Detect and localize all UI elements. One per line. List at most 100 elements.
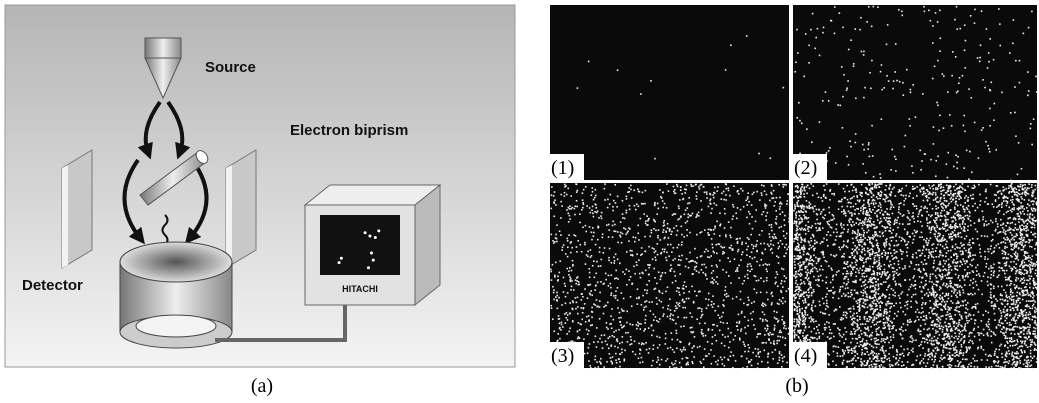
electron-dot [865,343,867,345]
electron-dot [740,259,742,261]
electron-dot [658,359,660,361]
electron-dot [1012,341,1014,343]
electron-dot [822,269,824,271]
electron-dot [863,207,865,209]
electron-dot [733,185,735,187]
electron-dot [961,338,963,340]
electron-dot [761,194,763,196]
electron-dot [613,262,615,264]
electron-dot [870,218,872,220]
electron-dot [910,89,912,91]
electron-dot [866,368,868,370]
electron-dot [813,291,815,293]
electron-dot [846,273,848,275]
electron-dot [862,323,864,325]
electron-dot [626,322,628,324]
electron-dot [1030,356,1032,358]
electron-dot [932,288,934,290]
electron-dot [814,240,816,242]
electron-dot [806,193,808,195]
electron-dot [781,301,783,303]
electron-dot [755,276,757,278]
electron-dot [756,250,758,252]
electron-dot [795,249,797,251]
electron-dot [841,199,843,201]
electron-dot [857,253,859,255]
electron-dot [706,278,708,280]
electron-dot [617,341,619,343]
electron-dot [758,352,760,354]
electron-dot [577,190,579,192]
electron-dot [613,331,615,333]
electron-dot [902,268,904,270]
electron-dot [925,339,927,341]
electron-dot [956,92,958,94]
electron-dot [937,188,939,190]
electron-dot [811,305,813,307]
electron-dot [968,178,970,180]
electron-dot [589,272,591,274]
electron-dot [569,302,571,304]
electron-dot [651,229,653,231]
electron-dot [638,239,640,241]
electron-dot [985,366,987,368]
electron-dot [867,221,869,223]
detector-window [136,315,216,337]
electron-dot [825,308,827,310]
electron-dot [934,297,936,299]
electron-dot [1024,341,1026,343]
electron-dot [585,321,587,323]
electron-dot [651,335,653,337]
electron-dot [906,185,908,187]
electron-dot [1036,219,1038,221]
electron-dot [1004,306,1006,308]
electron-dot [876,226,878,228]
electron-dot [765,219,767,221]
electron-dot [883,217,885,219]
electron-dot [681,244,683,246]
electron-dot [572,341,574,343]
electron-dot [905,195,907,197]
electron-dot [627,232,629,234]
electron-dot [752,228,754,230]
electron-dot [866,296,868,298]
screen-dot [374,236,377,239]
electron-dot [708,353,710,355]
electron-dot [729,195,731,197]
electron-dot [705,298,707,300]
electron-dot [815,320,817,322]
electron-dot [961,344,963,346]
electron-dot [676,332,678,334]
electron-dot [739,321,741,323]
electron-dot [850,316,852,318]
electron-dot [665,291,667,293]
electron-dot [955,184,957,186]
electron-dot [767,299,769,301]
electron-dot [766,330,768,332]
electron-dot [967,229,969,231]
electron-dot [652,360,654,362]
electron-dot [656,297,658,299]
electron-dot [949,352,951,354]
electron-dot [633,236,635,238]
electron-dot [951,201,953,203]
electron-dot [649,348,651,350]
electron-dot [1022,321,1024,323]
electron-dot [678,205,680,207]
electron-dot [568,331,570,333]
electron-dot [879,269,881,271]
electron-dot [641,247,643,249]
electron-dot [944,275,946,277]
electron-dot [941,193,943,195]
electron-dot [711,265,713,267]
electron-dot [633,266,635,268]
electron-dot [719,212,721,214]
electron-dot [553,299,555,301]
electron-dot [999,270,1001,272]
source-gun [145,38,181,58]
electron-dot [982,314,984,316]
electron-dot [784,325,786,327]
electron-dot [640,323,642,325]
electron-dot [868,316,870,318]
electron-dot [804,324,806,326]
